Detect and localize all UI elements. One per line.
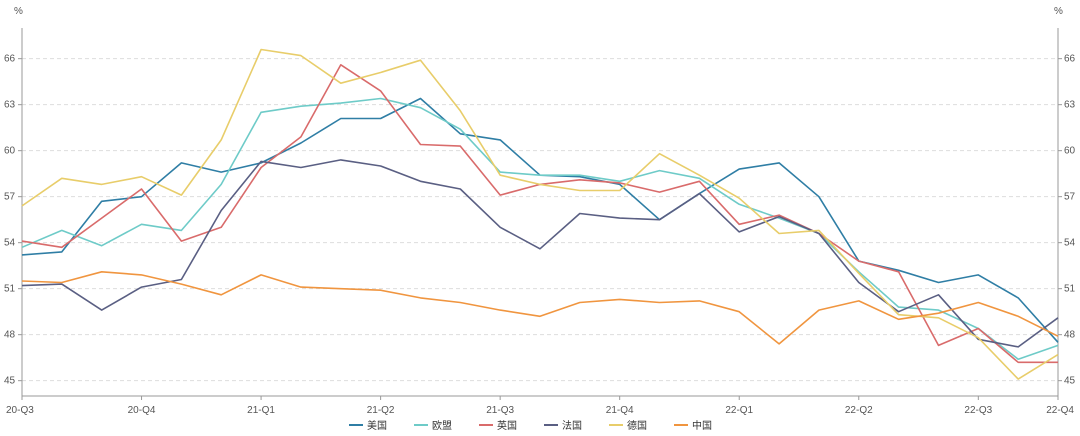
x-tick-label: 21-Q3 [486,405,514,416]
y-tick-label-right: 66 [1064,54,1076,65]
series-line-1 [21,97,1059,361]
series-line-5 [21,270,1059,345]
y-unit-left: % [14,6,23,17]
legend-label: 美国 [367,419,387,432]
y-tick-label-left: 48 [4,330,16,341]
x-tick-label: 21-Q1 [247,405,275,416]
y-tick-label-right: 51 [1064,284,1076,295]
y-tick-label-right: 57 [1064,192,1076,203]
series-line-4 [21,48,1059,380]
x-tick-label: 22-Q4 [1046,405,1074,416]
x-tick-label: 20-Q3 [6,405,34,416]
x-tick-label: 21-Q2 [367,405,395,416]
legend-label: 德国 [627,419,647,432]
y-tick-label-left: 51 [4,284,16,295]
y-tick-label-right: 60 [1064,146,1076,157]
gridlines [22,58,1058,382]
legend-item[interactable]: 德国 [609,419,647,432]
x-tick-label: 20-Q4 [128,405,156,416]
legend-item[interactable]: 英国 [479,419,517,432]
y-tick-label-right: 45 [1064,376,1076,387]
y-tick-label-right: 63 [1064,100,1076,111]
x-tick-labels: 20-Q3 20-Q4 21-Q1 21-Q2 21-Q3 21-Q4 22-Q1 22-Q2… [6,396,1074,416]
x-tick-label: 22-Q1 [725,405,753,416]
y-tick-label-left: 54 [4,238,16,249]
legend-label: 欧盟 [432,420,452,432]
y-tick-label-left: 57 [4,192,16,203]
legend-item[interactable]: 美国 [349,419,387,432]
x-tick-label: 21-Q4 [606,405,634,416]
legend-item[interactable]: 法国 [544,419,582,432]
series-line-2 [21,64,1058,364]
y-tick-label-left: 60 [4,146,16,157]
legend-item[interactable]: 欧盟 [414,420,452,432]
legend: 美国 欧盟 英国 法国 德国 中国 [349,419,712,432]
legend-item[interactable]: 中国 [674,419,712,432]
x-tick-label: 22-Q3 [964,405,992,416]
y-tick-label-left: 66 [4,54,16,65]
series-lines [21,48,1059,380]
y-unit-right: % [1054,6,1063,17]
legend-label: 法国 [562,419,582,432]
legend-label: 英国 [497,419,517,432]
series-line-0 [21,97,1059,343]
y-tick-label-left: 45 [4,376,16,387]
y-tick-label-right: 54 [1064,238,1076,249]
y-tick-label-right: 48 [1064,330,1076,341]
axes: % % 45 45 48 48 51 51 54 54 57 57 60 60 63 63 66 66 [4,6,1076,397]
x-tick-label: 22-Q2 [845,405,873,416]
y-tick-label-left: 63 [4,100,16,111]
legend-label: 中国 [692,419,712,432]
